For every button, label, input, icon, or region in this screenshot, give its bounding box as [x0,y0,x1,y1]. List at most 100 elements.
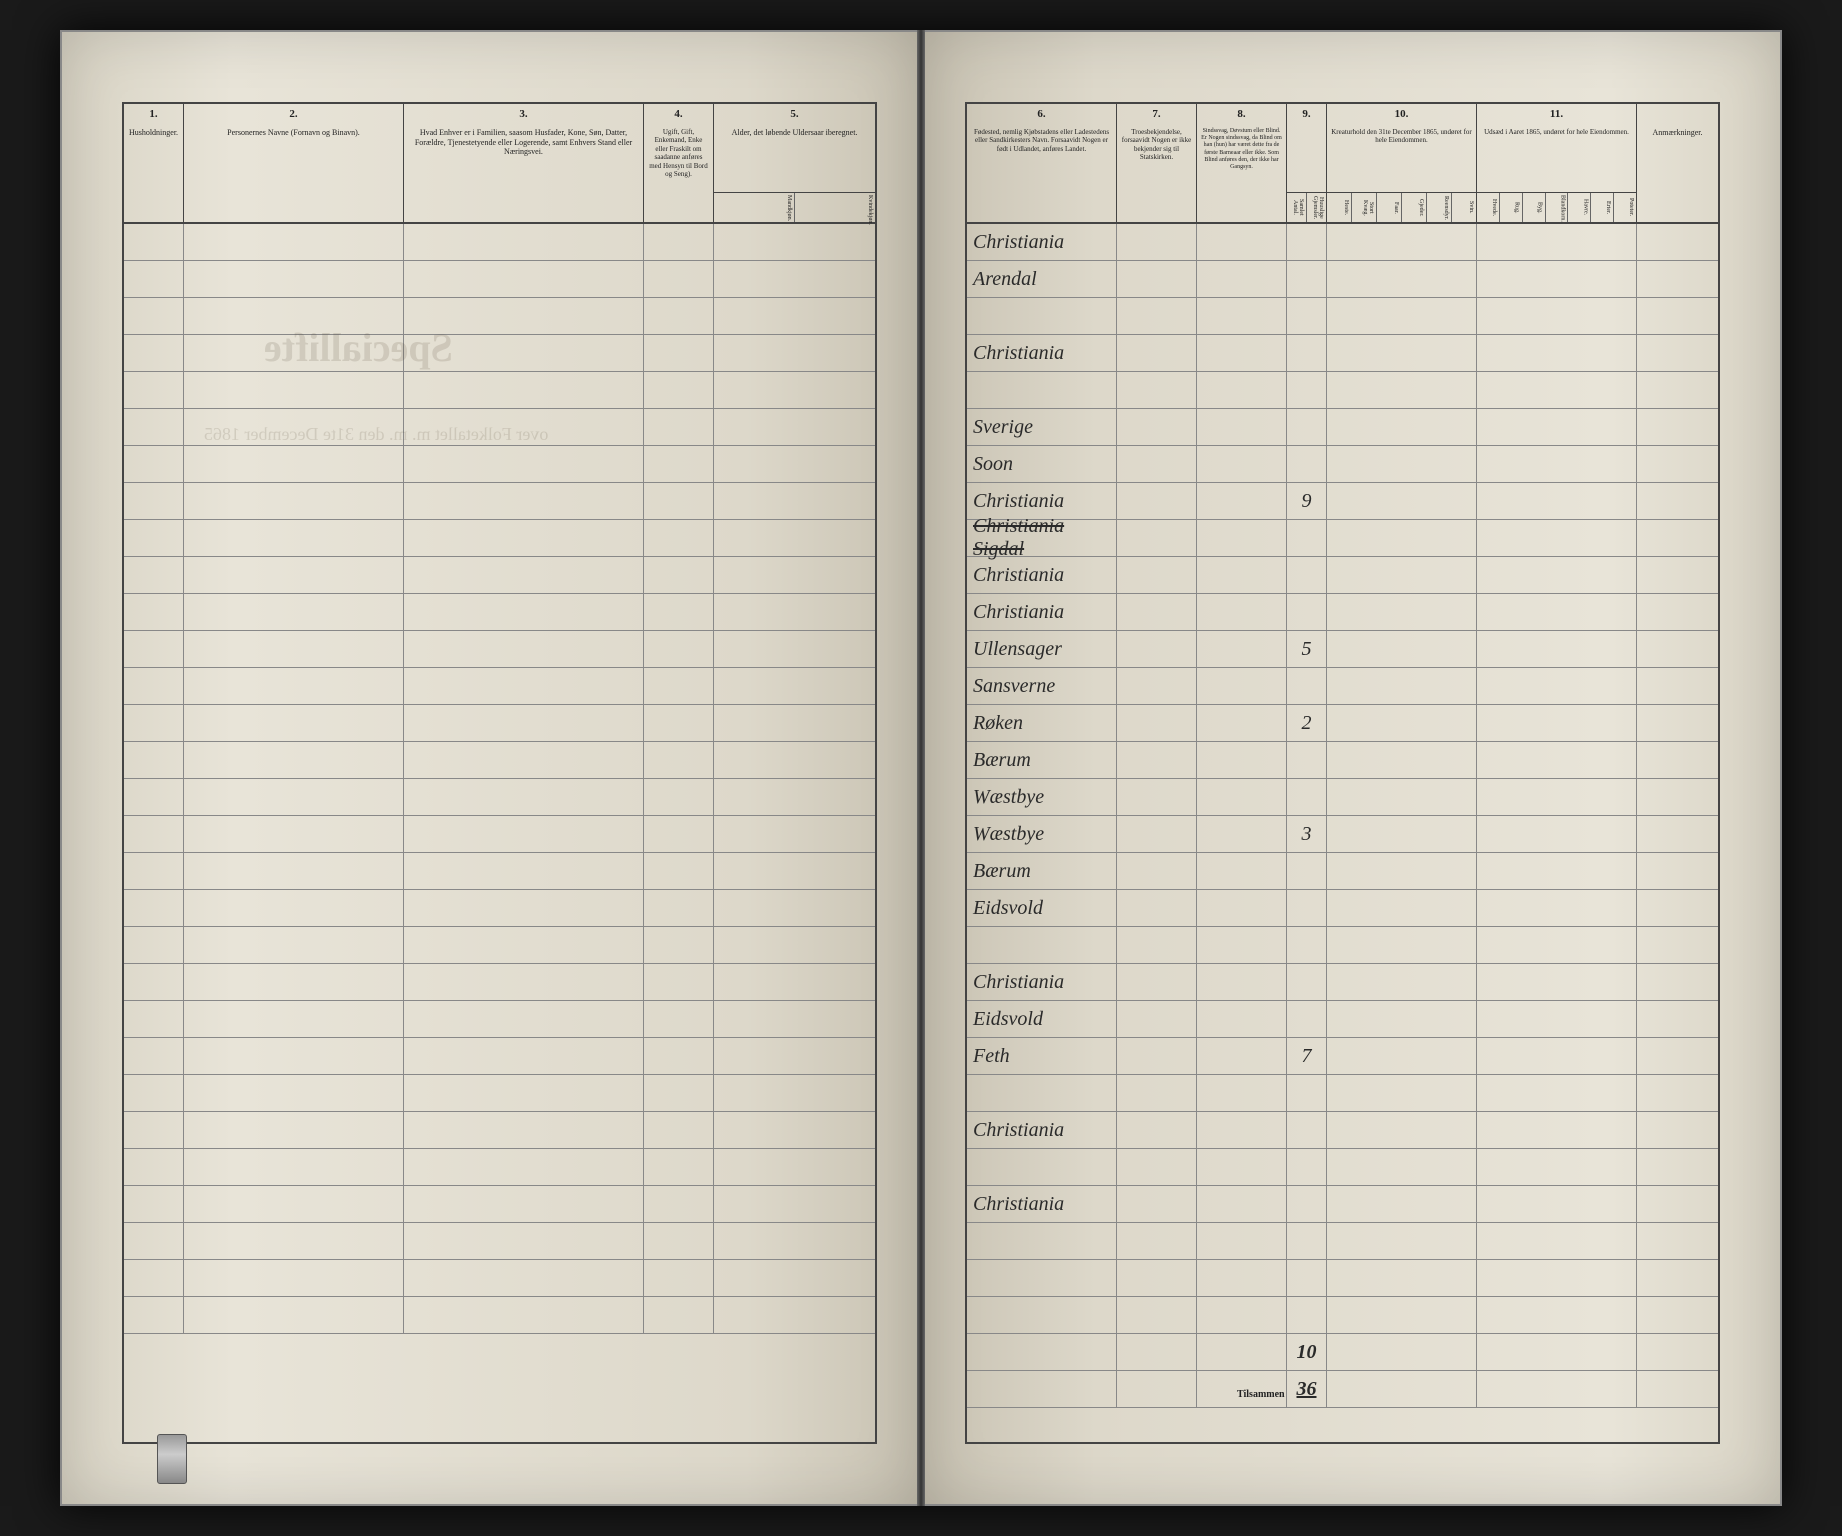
cell [404,594,644,630]
count-cell: 2 [1287,705,1327,741]
cell [1477,520,1637,556]
table-row [124,816,875,853]
right-page: 6. Fødested, nemlig Kjøbstadens eller La… [925,30,1782,1506]
cell [714,1075,875,1111]
birthplace-cell [967,298,1117,334]
cell [404,335,644,371]
birthplace-cell: Christiania [967,335,1117,371]
cell [644,261,714,297]
col-10-header: 10. Kreaturhold den 31te December 1865, … [1327,104,1477,222]
table-row [124,298,875,335]
cell [644,742,714,778]
cell [1197,853,1287,889]
cell [184,1149,404,1185]
count-cell [1287,446,1327,482]
cell [124,927,184,963]
cell [1327,335,1477,371]
cell [644,520,714,556]
table-row: Feth 7 [967,1038,1718,1075]
table-row [124,890,875,927]
count-cell [1287,557,1327,593]
count-cell [1287,668,1327,704]
cell [184,964,404,1000]
count-cell [1287,224,1327,260]
count-cell [1287,1260,1327,1296]
table-row [967,298,1718,335]
cell [1477,927,1637,963]
cell [1117,1297,1197,1333]
cell [644,1260,714,1296]
cell [1197,298,1287,334]
cell [1327,1075,1477,1111]
cell [1197,742,1287,778]
count-cell [1287,261,1327,297]
cell [124,964,184,1000]
cell [124,520,184,556]
cell [1327,668,1477,704]
cell [714,890,875,926]
table-row [124,1223,875,1260]
birthplace-cell: Christiania [967,1186,1117,1222]
cell [404,298,644,334]
birthplace-cell: Arendal [967,261,1117,297]
cell [1197,1149,1287,1185]
table-row [124,409,875,446]
cell [644,483,714,519]
cell [1197,520,1287,556]
count-cell [1287,1112,1327,1148]
cell [124,668,184,704]
table-row [967,1149,1718,1186]
cell [1117,520,1197,556]
cell [1197,816,1287,852]
cell [644,705,714,741]
cell [1477,1186,1637,1222]
birthplace-cell: Feth [967,1038,1117,1074]
cell [404,372,644,408]
cell [184,483,404,519]
cell [1117,890,1197,926]
table-row: Røken 2 [967,705,1718,742]
table-row: Soon [967,446,1718,483]
cell [1117,446,1197,482]
table-row [967,1075,1718,1112]
cell [184,1038,404,1074]
cell [714,372,875,408]
table-row [124,1186,875,1223]
cell [1117,1075,1197,1111]
count-cell: 7 [1287,1038,1327,1074]
cell [404,261,644,297]
cell [1477,409,1637,445]
birthplace-cell: Sansverne [967,668,1117,704]
table-row: Christiania [967,1112,1718,1149]
cell [644,1149,714,1185]
cell [1477,1297,1637,1333]
cell [1117,705,1197,741]
cell [714,557,875,593]
count-cell [1287,1075,1327,1111]
cell [1637,853,1718,889]
totals-row: 36 [967,1371,1718,1408]
cell [124,742,184,778]
col-remarks-header: Anmærkninger. [1637,104,1718,222]
cell [1197,1223,1287,1259]
cell [1117,631,1197,667]
count-cell [1287,594,1327,630]
count-cell [1287,1297,1327,1333]
cell [1197,224,1287,260]
cell [714,520,875,556]
cell [1477,483,1637,519]
cell [1117,224,1197,260]
birthplace-cell: Christiania [967,594,1117,630]
count-cell [1287,298,1327,334]
col-9-header: 9. Samlet Antal. Huuslige Gjemsler. [1287,104,1327,222]
cell [644,816,714,852]
birthplace-cell: Christiania [967,964,1117,1000]
birthplace-cell: Christiania Sigdal [967,520,1117,556]
cell [714,927,875,963]
cell [1197,446,1287,482]
count-cell [1287,779,1327,815]
cell [404,520,644,556]
cell [124,409,184,445]
cell [1197,631,1287,667]
cell [1477,1038,1637,1074]
